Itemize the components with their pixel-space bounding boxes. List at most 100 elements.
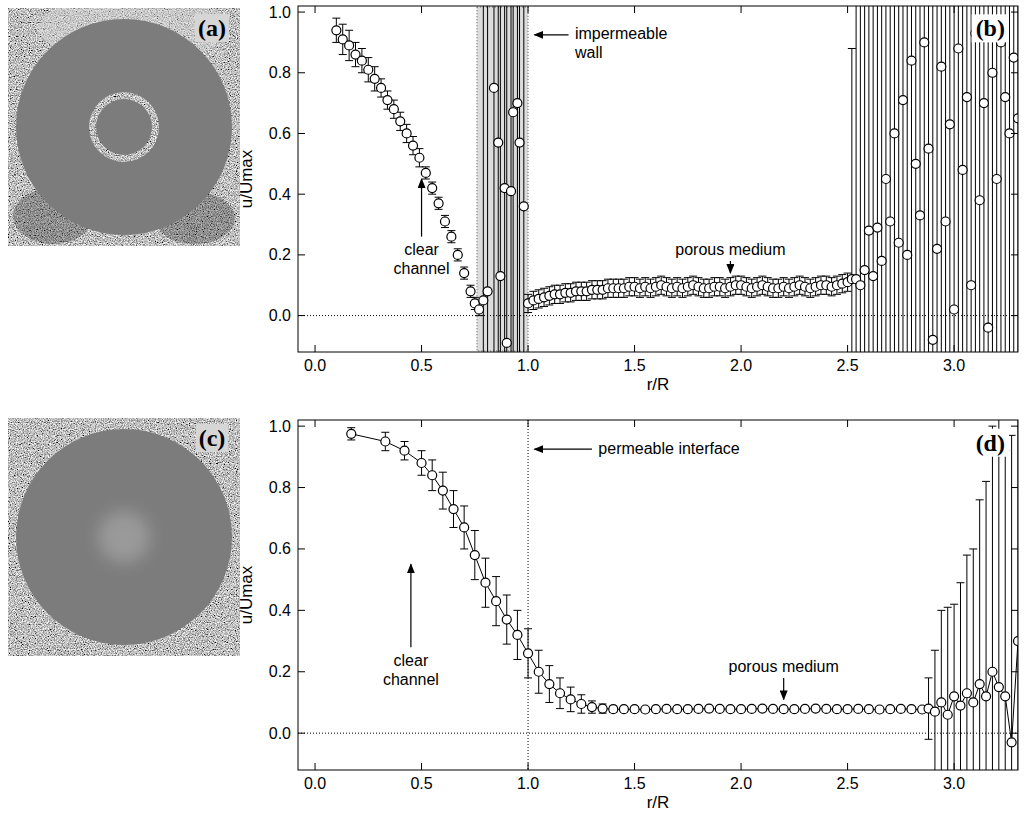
error-cap [447, 242, 455, 243]
error-cap [812, 277, 820, 278]
channel-core [98, 511, 150, 563]
plot-area [298, 420, 1018, 770]
data-point [434, 199, 443, 208]
error-bar [966, 555, 967, 770]
error-bar [851, 48, 852, 352]
annotation-arrow [421, 179, 422, 237]
error-cap [668, 297, 676, 298]
data-point [832, 705, 841, 714]
error-cap [668, 279, 676, 280]
error-cap [428, 490, 436, 491]
error-cap [428, 194, 436, 195]
error-cap [758, 276, 766, 277]
error-cap [963, 555, 971, 556]
error-cap [460, 267, 468, 268]
error-bar [864, 6, 865, 352]
photo-panel [8, 8, 240, 246]
y-tick-label: 0.4 [269, 602, 291, 619]
data-point [609, 705, 618, 714]
y-tick-label: 0.6 [269, 540, 291, 557]
x-tick [315, 345, 316, 352]
wall-ring [89, 92, 159, 162]
error-cap [828, 277, 836, 278]
error-cap [737, 294, 745, 295]
error-cap [641, 295, 649, 296]
data-point [470, 551, 479, 560]
error-cap [726, 295, 734, 296]
data-point [954, 44, 963, 53]
error-cap [454, 248, 462, 249]
data-point [577, 699, 586, 708]
error-bar [511, 6, 512, 352]
error-cap [503, 595, 511, 596]
error-bar [973, 549, 974, 770]
error-cap [647, 279, 655, 280]
data-point [1014, 637, 1019, 646]
annotation-line: channel [383, 671, 439, 688]
data-point [779, 705, 788, 714]
data-point [822, 704, 831, 713]
error-cap [492, 625, 500, 626]
data-point [958, 165, 967, 174]
error-cap [450, 490, 458, 491]
error-cap [663, 277, 671, 278]
panel-label: (a) [198, 15, 226, 41]
error-cap [475, 315, 483, 316]
y-tick [1011, 671, 1018, 672]
data-point [933, 244, 942, 253]
data-point [475, 305, 484, 314]
data-point [683, 705, 692, 714]
error-bar [924, 6, 925, 352]
label-patch [972, 14, 1009, 42]
error-bar [979, 6, 980, 352]
data-point [417, 458, 426, 467]
data-point [911, 159, 920, 168]
data-point [886, 217, 895, 226]
error-cap [418, 475, 426, 476]
error-cap [556, 303, 564, 304]
data-point [479, 296, 488, 305]
x-tick-label: 1.0 [517, 357, 539, 374]
error-cap [620, 279, 628, 280]
data-point [347, 429, 356, 438]
data-point [496, 272, 505, 281]
data-point [873, 223, 882, 232]
data-point [534, 667, 543, 676]
data-point [877, 256, 886, 265]
error-cap [742, 277, 750, 278]
plot-frame [298, 6, 1018, 352]
data-point [1014, 114, 1019, 123]
data-point [630, 705, 639, 714]
x-tick [741, 6, 742, 13]
data-point [705, 704, 714, 713]
x-tick-label: 2.5 [836, 775, 858, 792]
data-point [811, 704, 820, 713]
panel-label: (b) [976, 15, 1005, 41]
error-cap [790, 295, 798, 296]
data-point [994, 683, 1003, 692]
data-point [984, 323, 993, 332]
error-cap [422, 166, 430, 167]
error-cap [684, 277, 692, 278]
label-patch [972, 429, 1009, 457]
data-point [415, 153, 424, 162]
error-cap [588, 700, 596, 701]
annotation-arrow [730, 261, 731, 273]
error-bar [941, 6, 942, 352]
error-cap [652, 277, 660, 278]
data-point [421, 168, 430, 177]
data-point [513, 99, 522, 108]
error-cap [785, 297, 793, 298]
error-cap [588, 713, 596, 714]
error-bar [983, 6, 984, 352]
annotation: porous medium [675, 241, 785, 258]
y-tick [1011, 548, 1018, 549]
error-bar [979, 500, 980, 770]
error-cap [556, 708, 564, 709]
data-point [982, 692, 991, 701]
error-cap [439, 509, 447, 510]
x-tick [528, 345, 529, 352]
annotation-line: wall [574, 44, 603, 61]
y-tick-label: 0.2 [269, 246, 291, 263]
error-bar [920, 6, 921, 352]
